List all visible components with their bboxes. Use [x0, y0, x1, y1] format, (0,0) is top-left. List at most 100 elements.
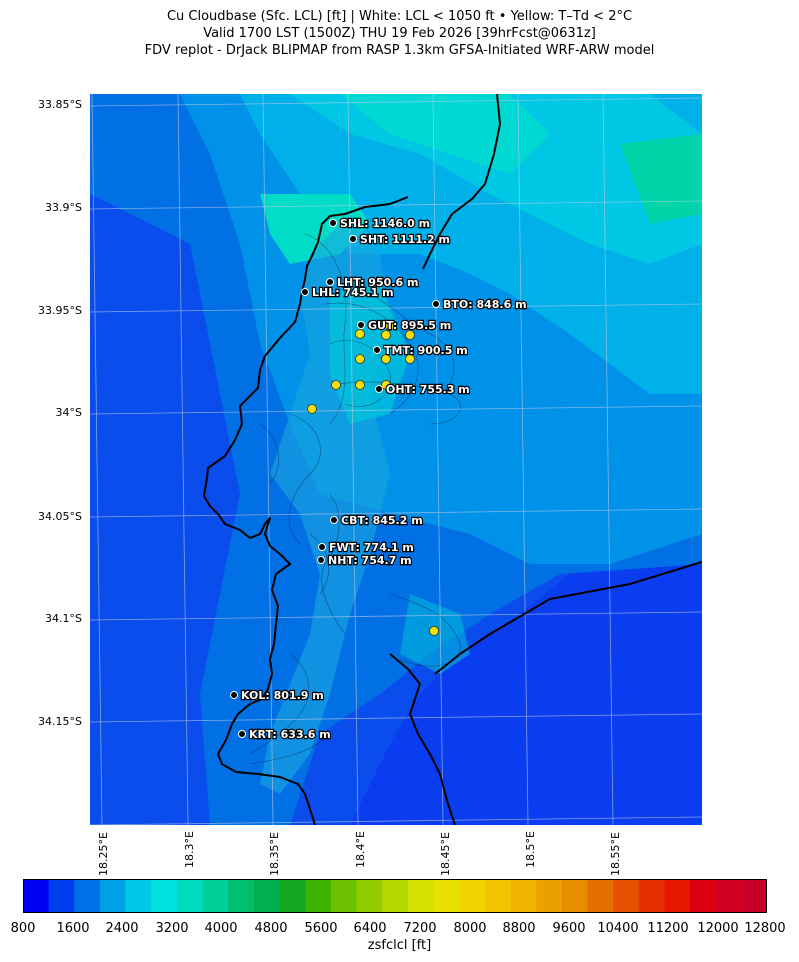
- terrain-contour: [389, 593, 461, 667]
- yellow-marker: [385, 321, 395, 331]
- colorbar-cell: [638, 879, 665, 913]
- colorbar-cell: [253, 879, 281, 913]
- colorbar-tick: 12000: [697, 921, 739, 936]
- colorbar-tick: 8000: [453, 921, 487, 936]
- colorbar-cell: [690, 879, 717, 913]
- graticule-line: [262, 94, 274, 825]
- colorbar-cell: [741, 879, 767, 913]
- station-label: LHT: 950.6 m: [337, 276, 418, 289]
- colorbar-tick: 9600: [552, 921, 586, 936]
- colorbar-cell: [664, 879, 691, 913]
- lat-label: 34°S: [55, 406, 82, 419]
- colorbar-tick: 6400: [353, 921, 387, 936]
- lat-label: 33.9°S: [45, 201, 82, 214]
- station-dot: [330, 516, 338, 524]
- station-markers: SHL: 1146.0 m SHT: 1111.2 m LHT: 950.6 mLH…: [230, 216, 528, 742]
- lon-label: 18.25°E: [97, 832, 110, 876]
- colorbar-tick: 11200: [647, 921, 689, 936]
- yellow-marker: [381, 330, 391, 340]
- yellow-marker: [331, 380, 341, 390]
- graticule-line: [602, 94, 614, 825]
- colorbar-tick: 3200: [155, 921, 189, 936]
- station-dot: [317, 556, 325, 564]
- terrain-contour: [369, 293, 455, 385]
- station-label: LHL: 745.1 m: [312, 286, 394, 299]
- yellow-marker: [355, 354, 365, 364]
- lat-label: 33.95°S: [38, 304, 82, 317]
- lat-label: 34.15°S: [38, 715, 82, 728]
- shade-region: [290, 94, 702, 264]
- title-line-3: FDV replot - DrJack BLIPMAP from RASP 1.…: [144, 43, 655, 58]
- terrain-contour: [324, 302, 419, 415]
- graticule-line: [91, 94, 103, 825]
- colorbar-tick: 800: [10, 921, 36, 936]
- colorbar-tick: 1600: [56, 921, 90, 936]
- graticule-line: [90, 97, 702, 107]
- colorbar-cell: [536, 879, 563, 913]
- colorbar-tick: 8800: [502, 921, 536, 936]
- graticule-line: [90, 405, 702, 415]
- lat-label: 34.05°S: [38, 510, 82, 523]
- colorbar-cell: [587, 879, 614, 913]
- terrain-contour: [249, 653, 309, 755]
- station-dot: [230, 691, 238, 699]
- graticule-line: [90, 611, 702, 621]
- shade-region: [330, 284, 410, 424]
- station-label: SHT: 1111.2 m: [360, 233, 450, 246]
- colorbar-cell: [279, 879, 306, 913]
- colorbar-cell: [484, 879, 512, 913]
- station-label: SHL: 1146.0 m: [340, 217, 430, 230]
- colorbar-cell: [23, 879, 50, 913]
- graticule-line: [90, 303, 702, 313]
- lat-label: 33.85°S: [38, 98, 82, 111]
- colorbar-cell: [202, 879, 229, 913]
- title-line-2: Valid 1700 LST (1500Z) THU 19 Feb 2026 […: [203, 26, 596, 41]
- station-label: CBT: 845.2 m: [341, 514, 423, 527]
- colorbar-cell: [176, 879, 204, 913]
- coastline: [422, 94, 501, 270]
- latitude-labels: 33.85°S 33.9°S 33.95°S 34°S 34.05°S 34.1…: [0, 0, 90, 962]
- colorbar-tick: 2400: [105, 921, 139, 936]
- terrain-contour: [309, 533, 329, 595]
- colorbar-cell: [74, 879, 101, 913]
- station-label: TMT: 900.5 m: [384, 344, 468, 357]
- colorbar-frame: [23, 879, 767, 913]
- terrain-contour: [329, 340, 391, 407]
- graticule-line: [90, 816, 702, 825]
- yellow-marker: [381, 380, 391, 390]
- terrain-contour: [339, 381, 461, 425]
- colorbar-cell: [561, 879, 589, 913]
- station-dot: [349, 235, 357, 243]
- lon-label: 18.45°E: [439, 832, 452, 876]
- yellow-marker: [429, 626, 439, 636]
- graticule-line: [90, 508, 702, 518]
- colorbar-tick: 5600: [304, 921, 338, 936]
- yellow-marker: [381, 354, 391, 364]
- colorbar-cell: [459, 879, 486, 913]
- colorbar-cell: [125, 879, 152, 913]
- lon-label: 18.4°E: [354, 831, 367, 868]
- yellow-marker: [355, 329, 365, 339]
- terrain-contour: [249, 733, 331, 765]
- colorbar-tick: 4000: [204, 921, 238, 936]
- graticule-line: [347, 94, 359, 825]
- colorbar-cell: [99, 879, 127, 913]
- colorbar-tick: 12800: [744, 921, 786, 936]
- lon-label: 18.5°E: [524, 831, 537, 868]
- station-dot: [373, 346, 381, 354]
- colorbar-cell: [48, 879, 75, 913]
- station-dot: [326, 278, 334, 286]
- station-label: KRT: 633.6 m: [249, 728, 331, 741]
- colorbar-cell: [613, 879, 640, 913]
- graticule-line: [517, 94, 529, 825]
- graticule-line: [90, 713, 702, 723]
- terrain-contour: [288, 413, 321, 545]
- graticule-line: [432, 94, 444, 825]
- station-label: BTO: 848.6 m: [443, 298, 527, 311]
- graticule-line: [90, 200, 702, 210]
- colorbar-label: zsfclcl [ft]: [367, 938, 432, 953]
- colorbar-cell: [330, 879, 358, 913]
- colorbar-cell: [305, 879, 332, 913]
- station-label: GUT: 895.5 m: [368, 319, 451, 332]
- station-dot: [432, 300, 440, 308]
